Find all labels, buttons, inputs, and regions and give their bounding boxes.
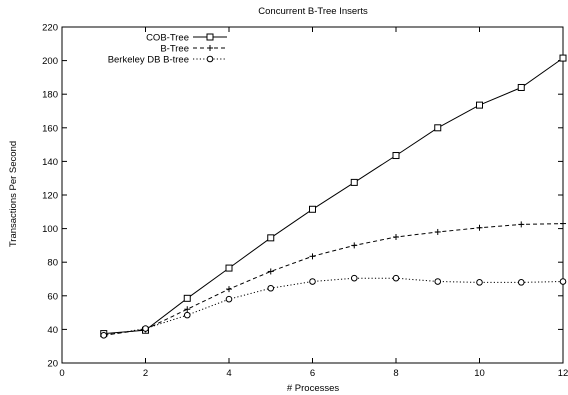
data-point-cob-tree	[517, 83, 525, 91]
y-tick-label: 220	[42, 23, 58, 34]
data-point-berkeley-db-b-tree	[476, 279, 483, 286]
y-tick-label: 140	[42, 157, 58, 168]
y-tick-label: 60	[47, 291, 58, 302]
legend-marker	[206, 55, 214, 63]
x-tick-label: 10	[474, 368, 485, 379]
data-point-cob-tree	[434, 124, 442, 132]
data-point-cob-tree	[476, 101, 483, 109]
data-point-cob-tree	[183, 294, 191, 302]
y-tick-label: 200	[42, 56, 58, 67]
y-axis: 20 40 60 80 100 120 140 160 180 200 220	[42, 23, 563, 370]
data-point-berkeley-db-b-tree	[142, 325, 149, 332]
x-axis: 0 2 4 6 8 10 12	[59, 27, 568, 379]
data-point-b-tree	[184, 306, 191, 313]
data-point-b-tree	[393, 234, 399, 240]
y-tick-label: 120	[42, 191, 58, 202]
data-point-berkeley-db-b-tree	[267, 284, 275, 292]
data-point-cob-tree	[392, 152, 400, 160]
data-point-berkeley-db-b-tree	[559, 278, 567, 285]
x-tick-label: 6	[310, 368, 315, 379]
legend-label: B-Tree	[160, 44, 189, 55]
y-tick-label: 100	[42, 224, 58, 235]
data-point-berkeley-db-b-tree	[434, 278, 442, 285]
legend-marker	[207, 45, 213, 51]
data-point-b-tree	[560, 220, 566, 227]
data-point-cob-tree	[267, 234, 275, 242]
series-line-cob-tree	[103, 57, 564, 335]
series-cob-tree	[100, 54, 567, 338]
data-point-berkeley-db-b-tree	[392, 274, 400, 282]
x-axis-title: # Processes	[287, 383, 340, 394]
legend-marker	[206, 33, 214, 41]
data-point-b-tree	[434, 228, 441, 235]
series-line-b-tree	[103, 223, 564, 336]
data-point-berkeley-db-b-tree	[517, 279, 525, 286]
x-tick-label: 2	[143, 368, 148, 379]
data-point-berkeley-db-b-tree	[309, 278, 316, 285]
data-point-b-tree	[267, 268, 274, 275]
x-tick-label: 8	[393, 368, 398, 379]
data-point-berkeley-db-b-tree	[100, 331, 108, 339]
data-point-cob-tree	[225, 264, 233, 272]
data-point-cob-tree	[350, 178, 358, 186]
data-point-berkeley-db-b-tree	[183, 311, 191, 319]
data-point-cob-tree	[559, 54, 567, 62]
series-berkeley-db-b-tree	[100, 274, 567, 339]
y-tick-label: 20	[47, 359, 58, 370]
y-tick-label: 180	[42, 90, 58, 101]
data-point-b-tree	[309, 253, 316, 260]
y-tick-label: 40	[47, 325, 58, 336]
y-tick-label: 160	[42, 123, 58, 134]
data-point-berkeley-db-b-tree	[350, 274, 358, 282]
x-tick-label: 0	[59, 368, 64, 379]
plot-border	[61, 26, 564, 364]
data-point-berkeley-db-b-tree	[225, 295, 233, 303]
series-layer	[100, 54, 567, 339]
legend-item-b-tree: B-Tree	[160, 44, 227, 55]
plot-frame	[61, 26, 564, 364]
legend-item-berkeley-db-b-tree: Berkeley DB B-tree	[108, 55, 227, 66]
chart-title: Concurrent B-Tree Inserts	[258, 6, 368, 17]
y-tick-label: 80	[47, 258, 58, 269]
data-point-b-tree	[351, 242, 358, 249]
legend-item-cob-tree: COB-Tree	[146, 33, 227, 44]
data-point-cob-tree	[309, 205, 316, 213]
data-point-b-tree	[476, 224, 483, 231]
legend-label: COB-Tree	[146, 33, 189, 44]
y-axis-title: Transactions Per Second	[8, 141, 19, 247]
x-tick-label: 12	[558, 368, 568, 379]
data-point-b-tree	[226, 286, 232, 293]
series-line-berkeley-db-b-tree	[103, 277, 564, 336]
legend-label: Berkeley DB B-tree	[108, 55, 189, 66]
x-tick-label: 4	[226, 368, 231, 379]
data-point-b-tree	[518, 221, 525, 228]
